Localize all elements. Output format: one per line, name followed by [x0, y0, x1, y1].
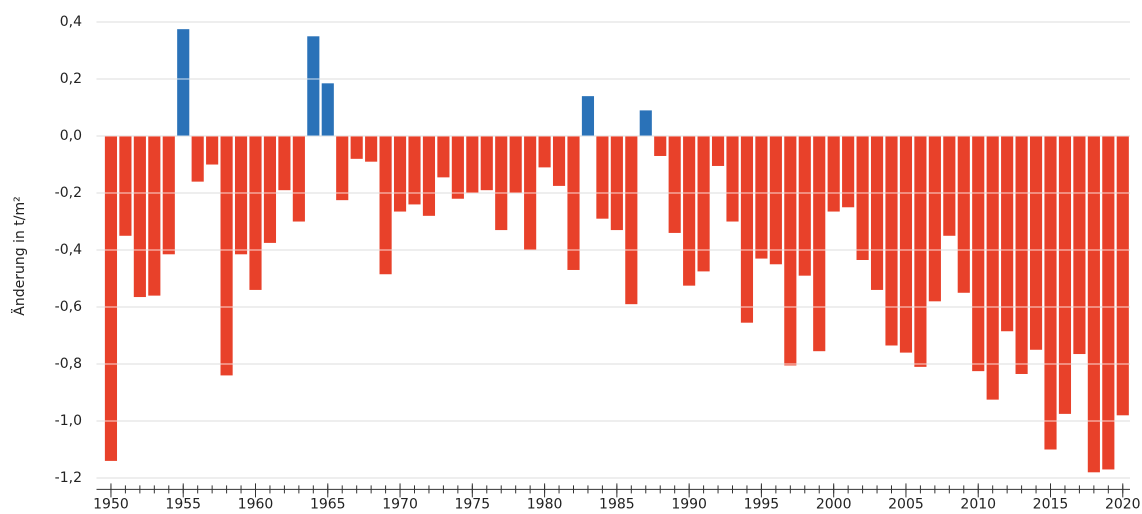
bar — [191, 136, 204, 182]
bar — [292, 136, 305, 222]
bar — [206, 136, 219, 165]
bar — [899, 136, 913, 353]
x-tick-label: 1990 — [671, 496, 707, 512]
bar — [495, 136, 508, 231]
y-tick-label: -0,8 — [55, 356, 82, 372]
bar — [148, 136, 161, 296]
y-axis-label: Änderung in t/m² — [10, 196, 28, 315]
x-tick-label: 1980 — [527, 496, 563, 512]
x-tick-label: 1975 — [454, 496, 490, 512]
bar — [928, 136, 941, 302]
bar — [639, 110, 652, 137]
bar — [798, 136, 811, 276]
bar — [697, 136, 710, 272]
bar — [234, 136, 248, 255]
bar — [972, 136, 985, 372]
bar — [856, 136, 869, 260]
bar — [307, 36, 320, 137]
bar — [885, 136, 898, 346]
y-tick-label: -1,2 — [55, 470, 82, 486]
x-tick-label: 1960 — [238, 496, 274, 512]
bar — [538, 136, 551, 168]
bar — [827, 136, 840, 212]
bar — [408, 136, 421, 205]
bar — [509, 136, 522, 194]
y-tick-label: 0,2 — [60, 71, 82, 87]
y-tick-label: -0,6 — [55, 299, 82, 315]
x-tick-label: 1950 — [93, 496, 129, 512]
bar — [1087, 136, 1100, 473]
bar — [581, 96, 595, 137]
x-tick-label: 1970 — [382, 496, 418, 512]
bar — [552, 136, 566, 186]
bar — [610, 136, 623, 231]
bar — [249, 136, 262, 290]
bar — [365, 136, 378, 162]
bar — [133, 136, 146, 298]
bar — [1029, 136, 1043, 350]
bar — [740, 136, 754, 323]
bar — [321, 83, 334, 137]
bar — [422, 136, 436, 216]
bar — [769, 136, 782, 265]
bar — [914, 136, 927, 367]
bar — [379, 136, 392, 275]
y-tick-label: -0,4 — [55, 242, 82, 258]
bar — [755, 136, 768, 259]
bar — [711, 136, 725, 166]
bar — [784, 136, 797, 366]
bar — [943, 136, 956, 236]
y-tick-label: -1,0 — [55, 413, 82, 429]
x-tick-label: 2010 — [960, 496, 996, 512]
bar — [350, 136, 363, 159]
x-tick-label: 1995 — [744, 496, 780, 512]
bar — [1015, 136, 1028, 374]
bar — [813, 136, 826, 352]
bar — [596, 136, 609, 219]
bar — [393, 136, 407, 212]
bar — [1102, 136, 1115, 470]
bar — [220, 136, 233, 376]
bar — [278, 136, 291, 191]
bar — [842, 136, 855, 208]
bar — [119, 136, 132, 236]
bar — [1044, 136, 1057, 450]
x-tick-label: 1965 — [310, 496, 346, 512]
bar — [466, 136, 479, 194]
bar — [162, 136, 175, 255]
bar — [683, 136, 696, 286]
bar — [451, 136, 464, 199]
x-tick-label: 2015 — [1033, 496, 1069, 512]
bar — [336, 136, 349, 201]
x-tick-label: 2020 — [1105, 496, 1141, 512]
bar — [1116, 136, 1129, 416]
x-tick-label: 1955 — [165, 496, 201, 512]
x-tick-label: 1985 — [599, 496, 635, 512]
bar — [437, 136, 450, 178]
bar — [1058, 136, 1072, 414]
y-tick-label: 0,0 — [60, 128, 82, 144]
bar — [625, 136, 638, 305]
y-tick-label: -0,2 — [55, 185, 82, 201]
bar — [177, 29, 190, 137]
x-tick-label: 2000 — [816, 496, 852, 512]
x-tick-label: 2005 — [888, 496, 924, 512]
bar — [1073, 136, 1086, 355]
y-tick-label: 0,4 — [60, 14, 82, 30]
bar — [567, 136, 580, 270]
bar — [726, 136, 739, 222]
bar — [263, 136, 277, 243]
bar — [480, 136, 493, 191]
bar — [870, 136, 884, 290]
bar — [668, 136, 681, 233]
bar — [654, 136, 667, 156]
bar — [104, 136, 118, 461]
bar — [957, 136, 970, 293]
bar — [986, 136, 999, 400]
bar — [1001, 136, 1014, 332]
